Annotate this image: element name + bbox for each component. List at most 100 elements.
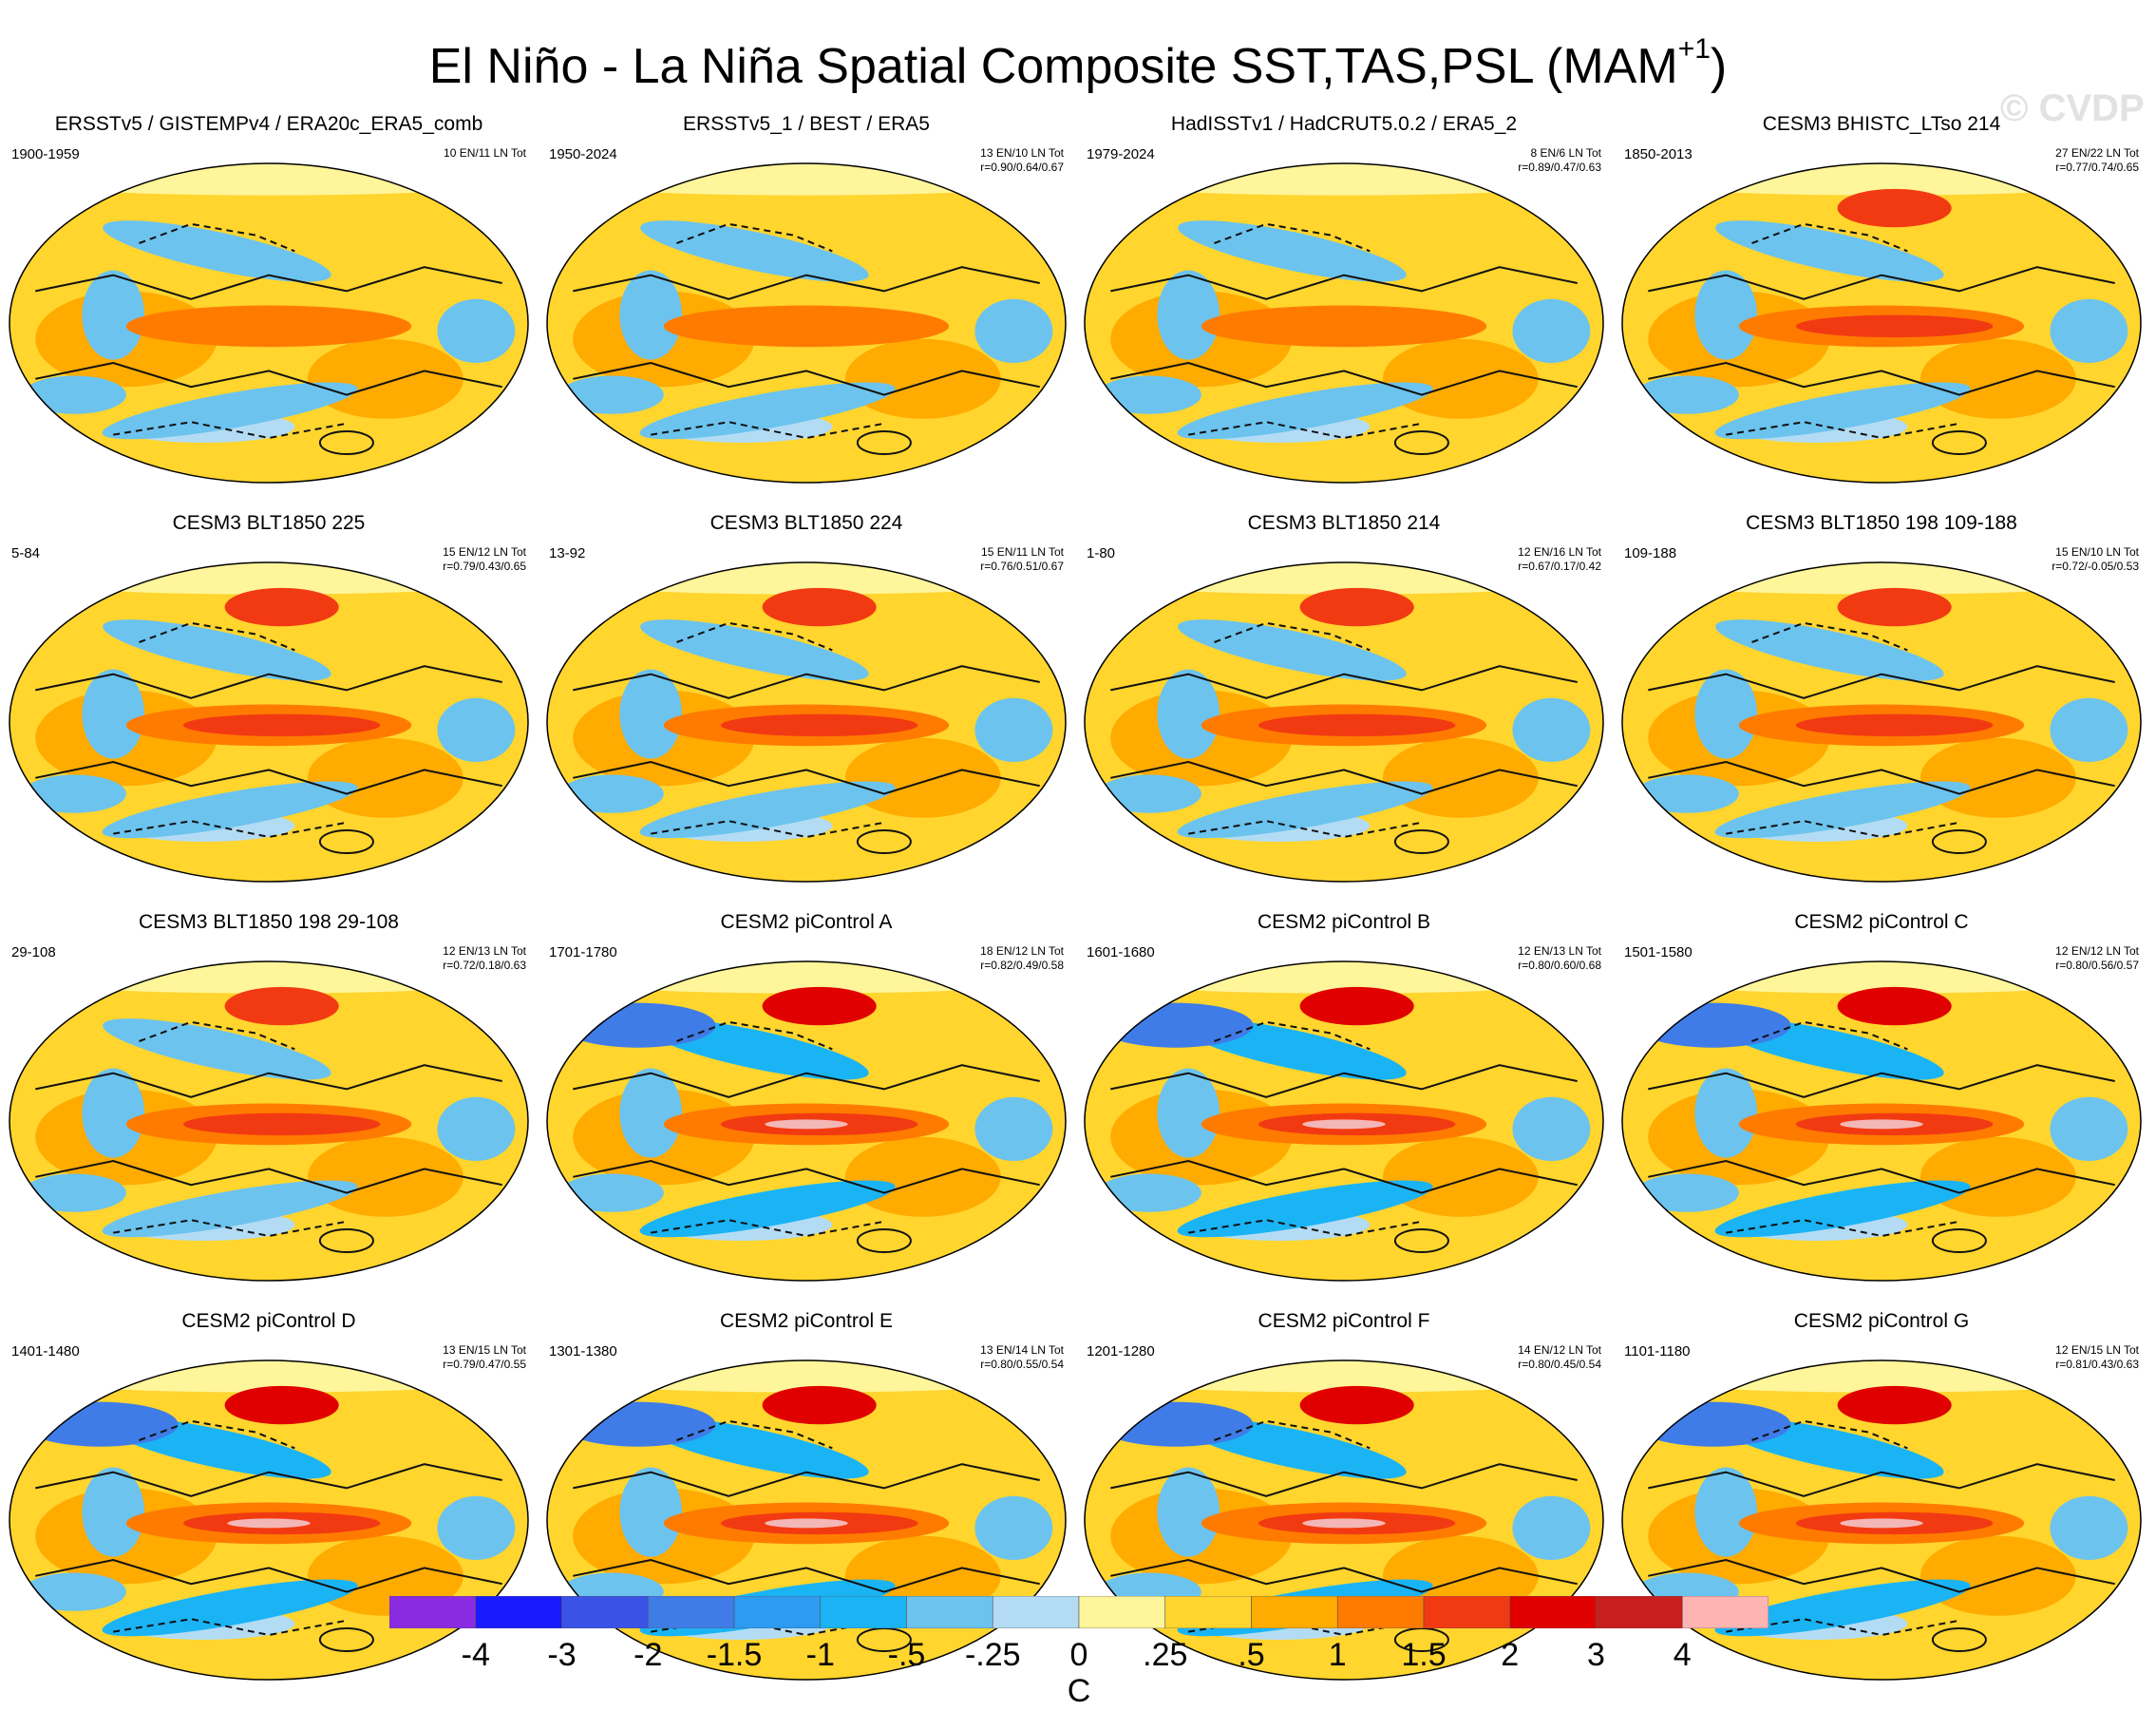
map-warm-north-america — [1299, 986, 1414, 1026]
map-cool-region — [1512, 1096, 1591, 1161]
panel-stats: 13 EN/14 LN Tot r=0.80/0.55/0.54 — [980, 1343, 1064, 1372]
map-cool-west-pacific — [1694, 669, 1757, 759]
map-cool-eurasia — [22, 1401, 179, 1447]
map-outline — [1084, 561, 1604, 883]
map-warm-north-america — [224, 986, 339, 1026]
panel-correlation: r=0.82/0.49/0.58 — [980, 959, 1064, 972]
psl-contour-closed — [1931, 430, 1987, 455]
map-cool-region — [1635, 774, 1739, 813]
panel-correlation: r=0.80/0.56/0.57 — [2055, 959, 2139, 972]
psl-contour-dashed — [139, 1419, 295, 1450]
map-cool-eurasia — [1097, 1002, 1254, 1048]
panel-correlation: r=0.80/0.55/0.54 — [980, 1358, 1064, 1371]
map-warm-region — [844, 338, 1001, 419]
map-cool-south-pacific — [639, 382, 896, 440]
map-warm-region — [1920, 1535, 2076, 1616]
colorbar-tick-label: 2 — [1501, 1637, 1520, 1673]
psl-contour — [1648, 1463, 2115, 1497]
map-outline — [546, 960, 1067, 1282]
map-outline — [546, 162, 1067, 484]
panel-years: 1850-2013 — [1624, 146, 1693, 162]
map-cool-west-pacific — [619, 270, 682, 360]
map-enso-core — [720, 314, 918, 338]
panel-stats: 8 EN/6 LN Tot r=0.89/0.47/0.63 — [1518, 146, 1601, 175]
map-cool-region — [22, 375, 126, 414]
psl-contour-dashed — [1188, 820, 1423, 839]
map-panel: CESM3 BLT1850 214 1-80 12 EN/16 LN Tot r=0.… — [1075, 511, 1613, 901]
psl-contour — [573, 665, 1040, 699]
map-plot — [9, 561, 529, 883]
colorbar-tick-label: 0 — [1069, 1637, 1088, 1673]
psl-contour — [1110, 1558, 1578, 1593]
map-arctic-band — [1085, 163, 1603, 196]
map-cool-west-pacific — [82, 669, 144, 759]
panel-stats: 15 EN/10 LN Tot r=0.72/-0.05/0.53 — [2052, 545, 2139, 574]
panel-title: ERSSTv5 / GISTEMPv4 / ERA20c_ERA5_comb — [54, 113, 483, 135]
map-plot — [9, 162, 529, 484]
panel-correlation: r=0.72/-0.05/0.53 — [2052, 560, 2139, 573]
map-panel: CESM2 piControl C 1501-1580 12 EN/12 LN To… — [1613, 910, 2150, 1300]
psl-contour-dashed — [1751, 1020, 1908, 1051]
colorbar-tick-label: .25 — [1143, 1637, 1188, 1673]
map-field — [1085, 1360, 1603, 1680]
colorbar-swatch — [647, 1596, 735, 1628]
panel-years: 1-80 — [1087, 545, 1116, 561]
colorbar-swatch — [820, 1596, 907, 1628]
colorbar-tick-label: 4 — [1673, 1637, 1692, 1673]
map-cool-region — [1097, 1173, 1201, 1212]
map-cool-south-pacific — [102, 1579, 358, 1637]
colorbar-tick-label: 3 — [1587, 1637, 1605, 1673]
panel-years: 1701-1780 — [549, 944, 617, 960]
psl-contour-closed — [856, 1228, 912, 1253]
panel-years: 109-188 — [1624, 545, 1677, 561]
psl-contour-dashed — [1726, 1219, 1960, 1238]
panel-years: 1301-1380 — [549, 1343, 617, 1359]
psl-contour-closed — [318, 430, 374, 455]
panel-event-count: 12 EN/15 LN Tot — [2055, 1343, 2139, 1357]
panel-years: 1101-1180 — [1624, 1343, 1691, 1359]
map-cool-region — [2050, 697, 2128, 762]
map-warm-region — [844, 1136, 1001, 1217]
panel-stats: 18 EN/12 LN Tot r=0.82/0.49/0.58 — [980, 944, 1064, 973]
map-cool-region — [1635, 1173, 1739, 1212]
map-panel: CESM3 BLT1850 224 13-92 15 EN/11 LN Tot r=0… — [538, 511, 1075, 901]
psl-contour — [1110, 266, 1578, 300]
colorbar — [389, 1596, 1768, 1628]
map-outline — [9, 960, 529, 1282]
panel-title: CESM3 BLT1850 214 — [1247, 512, 1441, 534]
map-cool-eurasia — [1635, 1401, 1791, 1447]
panel-correlation: r=0.79/0.47/0.55 — [443, 1358, 526, 1371]
map-warm-north-america — [762, 587, 877, 627]
map-cool-north-pacific — [1715, 619, 1944, 681]
map-cool-south-pacific — [1714, 1180, 1971, 1238]
map-cool-region — [22, 1173, 126, 1212]
panel-years: 29-108 — [11, 944, 56, 960]
panel-years: 1501-1580 — [1624, 944, 1693, 960]
psl-contour-closed — [1393, 1228, 1449, 1253]
psl-contour-dashed — [113, 421, 348, 440]
map-enso-core — [1795, 314, 1994, 338]
map-cool-region — [559, 375, 664, 414]
map-warm-region — [1920, 338, 2076, 419]
map-cool-region — [437, 697, 516, 762]
psl-contour-closed — [1931, 1228, 1987, 1253]
map-cool-west-pacific — [82, 270, 144, 360]
colorbar-tick-label: -.5 — [887, 1637, 926, 1673]
panel-event-count: 27 EN/22 LN Tot — [2055, 146, 2139, 160]
colorbar-tick-label: 1 — [1328, 1637, 1347, 1673]
map-field — [9, 961, 528, 1281]
psl-contour-dashed — [139, 621, 295, 652]
psl-contour — [1648, 361, 2115, 396]
map-cool-region — [974, 1495, 1053, 1560]
panel-event-count: 15 EN/10 LN Tot — [2055, 545, 2139, 559]
psl-contour — [35, 760, 502, 795]
psl-contour-dashed — [113, 820, 348, 839]
map-enso-peak — [765, 1119, 848, 1130]
map-cool-eurasia — [559, 1002, 716, 1048]
map-cool-west-pacific — [1157, 1068, 1220, 1158]
panel-years: 1979-2024 — [1087, 146, 1155, 162]
map-cool-south-pacific — [639, 1180, 896, 1238]
map-cool-south-pacific — [102, 1180, 358, 1238]
psl-contour — [573, 361, 1040, 396]
colorbar-tick-label: -4 — [461, 1637, 490, 1673]
